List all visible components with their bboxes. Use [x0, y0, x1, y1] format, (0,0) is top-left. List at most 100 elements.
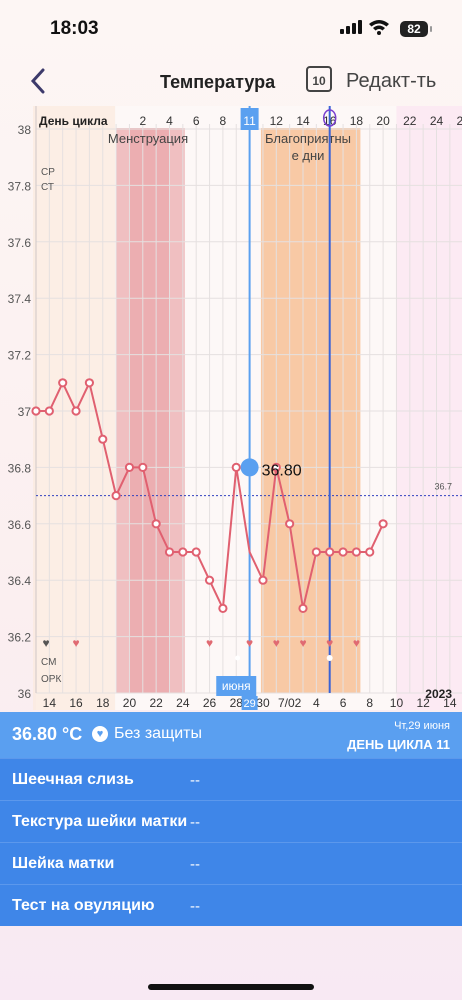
chevron-left-icon[interactable]: [30, 68, 46, 100]
y-tick-label: 37.4: [8, 292, 32, 306]
date-tick: 28: [230, 696, 244, 710]
page-title: Температура: [160, 72, 276, 92]
symptom-label: СМ: [41, 657, 56, 668]
date-tick: 14: [443, 696, 457, 710]
date-tick: 22: [149, 696, 163, 710]
field-label: Текстура шейки матки: [12, 813, 188, 830]
heart-icon: ♥: [273, 636, 280, 650]
month-label: июня: [222, 679, 251, 693]
y-tick-label: 37.8: [8, 179, 32, 193]
date-tick: 14: [43, 696, 57, 710]
temperature-point: [204, 575, 215, 585]
coverline-label: 36.7: [434, 482, 452, 492]
symptom-label: ОРК: [41, 674, 61, 685]
symptom-label: СТ: [41, 182, 54, 193]
field-cervix-texture[interactable]: Текстура шейки матки --: [0, 800, 462, 842]
field-label: Шейка матки: [12, 855, 115, 872]
calendar-icon[interactable]: 10: [306, 66, 332, 92]
temperature-point: [31, 406, 41, 416]
temperature-value: 36.80 °C: [12, 724, 83, 744]
cycle-day-tick: 2: [139, 114, 146, 128]
cycle-day-label: День цикла: [39, 114, 108, 128]
temperature-point: [338, 547, 348, 557]
date-tick: 30: [256, 696, 270, 710]
cellular-signal-icon: [340, 20, 362, 34]
cycle-day-tick: 8: [220, 114, 227, 128]
temperature-point: [365, 547, 375, 557]
y-tick-label: 36.6: [8, 518, 32, 532]
temperature-point: [58, 378, 68, 388]
y-tick-label: 36.4: [8, 574, 32, 588]
field-label: Шеечная слизь: [12, 771, 134, 788]
status-time: 18:03: [50, 18, 99, 39]
temperature-point: [111, 491, 121, 501]
y-tick-label: 36.2: [8, 631, 32, 645]
cycle-day-tick: 26: [457, 114, 462, 128]
date-tick: 20: [123, 696, 137, 710]
ovulation-icon: [322, 109, 337, 127]
date-tick: 8: [366, 696, 373, 710]
field-value: --: [190, 856, 200, 873]
wifi-icon: [369, 20, 389, 35]
date-tick: 16: [69, 696, 83, 710]
selected-date: Чт,29 июня: [394, 720, 450, 732]
date-tick: 6: [340, 696, 347, 710]
heart-icon: ♥: [42, 636, 49, 650]
temperature-point: [84, 378, 95, 388]
date-tick: 4: [313, 696, 320, 710]
fields-list: Шеечная слизь -- Текстура шейки матки --…: [0, 758, 462, 926]
day-summary[interactable]: 36.80 °C ♥ Без защиты Чт,29 июня ДЕНЬ ЦИ…: [0, 712, 462, 758]
marker-dot: [235, 655, 241, 661]
nav-bar: Температура 10 Редакт-ть: [0, 62, 462, 106]
date-tick: 26: [203, 696, 217, 710]
selected-temperature-point: [240, 458, 259, 477]
temperature-point: [298, 603, 308, 613]
cycle-day-tick: 24: [430, 114, 444, 128]
heart-icon: ♥: [206, 636, 213, 650]
cycle-day-tick: 14: [296, 114, 310, 128]
field-value: --: [190, 898, 200, 915]
temperature-chart[interactable]: 36 36.2 36.4 36.6 36.8 37 37.2 37.4 37.6 37.8 38 Д…: [0, 106, 462, 710]
marker-dot: [326, 655, 333, 661]
field-cervical-mucus[interactable]: Шеечная слизь --: [0, 758, 462, 800]
heart-icon: ♥: [72, 636, 79, 650]
temperature-point: [178, 547, 188, 557]
temperature-point: [218, 603, 228, 613]
y-tick-label: 38: [18, 123, 32, 137]
temperature-point: [271, 462, 281, 472]
selected-date-tag: [241, 696, 258, 710]
selected-date-label: 29: [243, 698, 255, 710]
fertile-days-label-2: е дни: [292, 148, 325, 163]
field-ovulation-test[interactable]: Тест на овуляцию --: [0, 884, 462, 926]
temperature-point: [285, 519, 295, 529]
temperature-point: [98, 434, 108, 444]
cycle-day-tick: 12: [270, 114, 284, 128]
protection-status: Без защиты: [114, 725, 202, 742]
home-indicator: [148, 984, 314, 990]
temperature-point: [311, 547, 321, 557]
temperature-point: [71, 406, 81, 416]
cycle-day-tick: 22: [403, 114, 417, 128]
cycle-day-label: ДЕНЬ ЦИКЛА 11: [347, 737, 450, 752]
field-value: --: [190, 814, 200, 831]
year-label: 2023: [425, 687, 452, 701]
temperature-point: [378, 519, 388, 529]
y-tick-label: 36.8: [8, 461, 32, 475]
temperature-point: [44, 406, 54, 416]
fertile-days-label: Благоприятны: [265, 131, 351, 146]
temperature-point: [191, 547, 201, 557]
cycle-day-tick: 6: [193, 114, 200, 128]
heart-icon: ♥: [246, 636, 253, 650]
heart-icon: ♥: [299, 636, 306, 650]
field-label: Тест на овуляцию: [12, 897, 155, 914]
edit-button[interactable]: Редакт-ть: [346, 70, 437, 92]
temperature-point: [151, 519, 161, 529]
cycle-day-tick: 18: [350, 114, 364, 128]
cycle-day-tick: 20: [376, 114, 390, 128]
selected-temperature-label: 36.80: [262, 462, 302, 479]
field-cervix[interactable]: Шейка матки --: [0, 842, 462, 884]
heart-icon: ♥: [326, 636, 333, 650]
menstruation-label: Менструация: [108, 131, 188, 146]
y-tick-label: 37.6: [8, 236, 32, 250]
temperature-point: [164, 547, 175, 557]
